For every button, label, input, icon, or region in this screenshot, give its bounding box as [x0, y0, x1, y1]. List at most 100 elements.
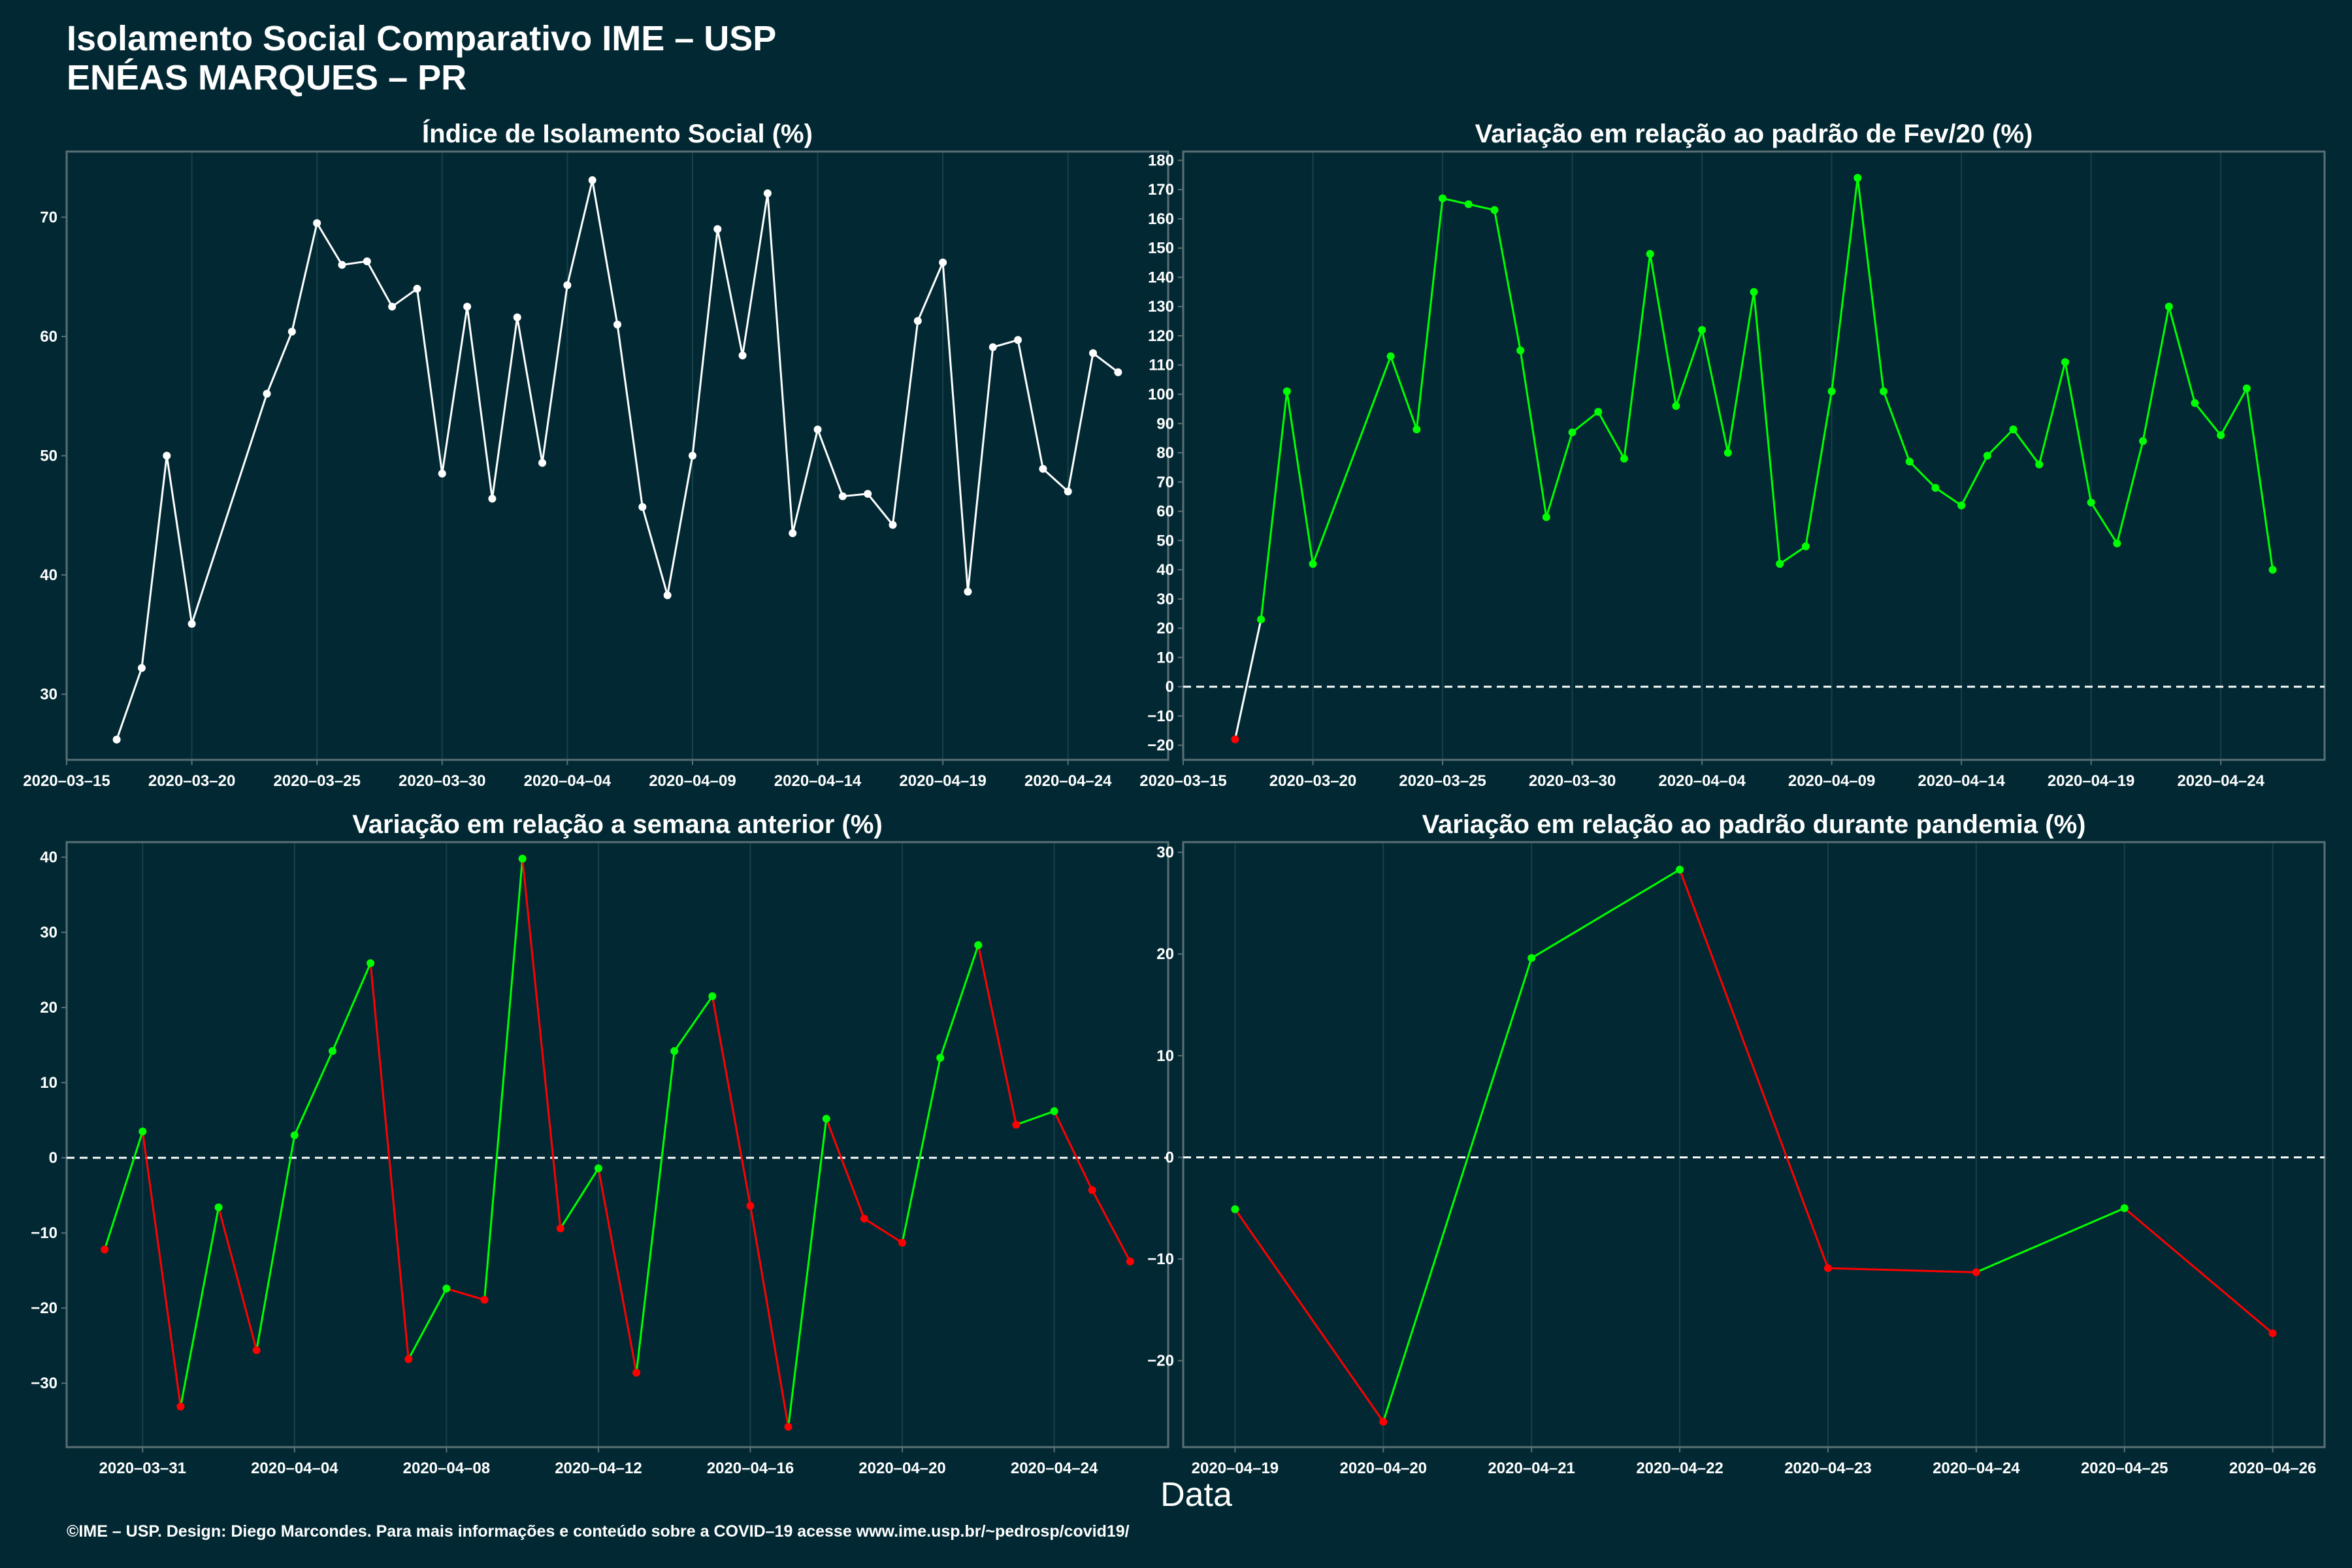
y-tick-label: 20	[1156, 620, 1174, 638]
data-point	[1012, 1120, 1021, 1129]
series-segment	[1091, 1189, 1132, 1262]
y-tick-label: −10	[31, 1224, 57, 1242]
main-title-line2: ENÉAS MARQUES – PR	[67, 58, 466, 97]
panel-variation-pandemic-pattern: Variação em relação ao padrão durante pa…	[1147, 810, 2326, 1477]
y-tick-label: 70	[1156, 474, 1174, 491]
x-tick-label: 2020–04–19	[899, 772, 986, 790]
series-segment	[716, 229, 744, 356]
series-segment	[791, 429, 819, 534]
panel-variation-feb20: Variação em relação ao padrão de Fev/20 …	[1139, 120, 2326, 790]
data-point	[688, 451, 696, 460]
data-point	[1516, 346, 1525, 355]
data-point	[2139, 437, 2148, 446]
data-point	[1676, 866, 1684, 874]
data-point	[101, 1245, 109, 1254]
series-segment	[316, 222, 343, 266]
y-tick-label: 40	[1156, 561, 1174, 579]
series-segment	[1015, 1110, 1055, 1126]
x-tick-label: 2020–04–19	[2048, 772, 2134, 790]
x-tick-label: 2020–03–20	[1269, 772, 1356, 790]
data-point	[708, 992, 717, 1000]
series-segment	[901, 1057, 941, 1243]
series-segment	[1986, 429, 2014, 457]
y-tick-label: 30	[1156, 844, 1174, 862]
data-point	[1880, 387, 1888, 396]
data-point	[518, 855, 527, 863]
data-point	[1282, 387, 1291, 396]
x-tick-label: 2020–04–04	[524, 772, 612, 790]
series-segment	[787, 1119, 828, 1428]
data-point	[1801, 542, 1810, 551]
data-point	[538, 459, 547, 467]
data-point	[898, 1239, 907, 1247]
data-point	[1972, 1268, 1980, 1277]
x-tick-label: 2020–04–26	[2229, 1460, 2316, 1477]
series-segment	[892, 321, 919, 525]
series-segment	[369, 963, 410, 1360]
x-tick-label: 2020–04–08	[403, 1460, 490, 1477]
data-point	[2217, 431, 2225, 440]
data-point	[137, 664, 146, 672]
series-segment	[1519, 350, 1548, 517]
data-point	[2268, 1329, 2277, 1337]
plot-frame	[65, 841, 1169, 1448]
series-segment	[616, 324, 644, 508]
data-point	[176, 1402, 185, 1411]
x-tick-label: 2020–03–30	[399, 772, 485, 790]
series-segment	[1233, 619, 1262, 740]
x-tick-label: 2020–04–22	[1636, 1460, 1723, 1477]
data-point	[1646, 250, 1654, 258]
x-tick-label: 2020–03–15	[23, 772, 110, 790]
series-segment	[1067, 353, 1094, 492]
x-tick-label: 2020–04–04	[1658, 772, 1746, 790]
data-point	[1088, 1186, 1096, 1194]
data-point	[2035, 460, 2044, 468]
y-tick-label: 90	[1156, 415, 1174, 433]
panel-variation-previous-week: Variação em relação a semana anterior (%…	[31, 810, 1169, 1477]
series-segment	[941, 262, 969, 592]
data-point	[1672, 402, 1680, 410]
data-point	[974, 941, 983, 949]
series-segment	[483, 858, 524, 1300]
series-segment	[842, 493, 868, 498]
y-tick-label: 40	[40, 849, 57, 866]
series-segment	[1234, 1208, 1384, 1422]
y-tick-label: 80	[1156, 444, 1174, 462]
data-point	[363, 257, 371, 265]
y-tick-label: 100	[1148, 386, 1174, 404]
x-tick-label: 2020–04–09	[649, 772, 736, 790]
series-segment	[2246, 388, 2274, 570]
y-tick-label: −20	[31, 1299, 57, 1317]
series-segment	[541, 285, 568, 463]
series-segment	[766, 193, 794, 534]
y-tick-label: −10	[1147, 708, 1174, 725]
data-point	[442, 1284, 451, 1293]
x-tick-label: 2020–04–25	[2081, 1460, 2168, 1477]
series-segment	[491, 317, 519, 499]
data-point	[1698, 326, 1707, 335]
y-tick-label: 110	[1149, 357, 1174, 374]
data-point	[488, 495, 497, 503]
x-tick-label: 2020–04–20	[858, 1460, 945, 1477]
data-point	[588, 176, 596, 184]
y-tick-label: 60	[1156, 503, 1174, 521]
series-segment	[2219, 387, 2248, 436]
series-segment	[1678, 869, 1829, 1269]
series-segment	[407, 1288, 448, 1360]
x-tick-label: 2020–04–19	[1192, 1460, 1279, 1477]
series-segment	[992, 338, 1019, 348]
series-segment	[867, 493, 894, 526]
panel-title: Índice de Isolamento Social (%)	[422, 119, 813, 148]
data-point	[638, 502, 647, 511]
x-tick-label: 2020–03–30	[1529, 772, 1616, 790]
data-point	[2120, 1204, 2129, 1213]
series-segment	[597, 1168, 638, 1373]
data-point	[1620, 454, 1628, 463]
data-point	[663, 591, 672, 600]
series-segment	[2012, 429, 2040, 465]
data-point	[1114, 368, 1122, 376]
series-segment	[266, 331, 293, 395]
x-tick-label: 2020–03–31	[99, 1460, 186, 1477]
y-tick-label: 0	[1166, 678, 1174, 696]
data-point	[188, 619, 196, 628]
